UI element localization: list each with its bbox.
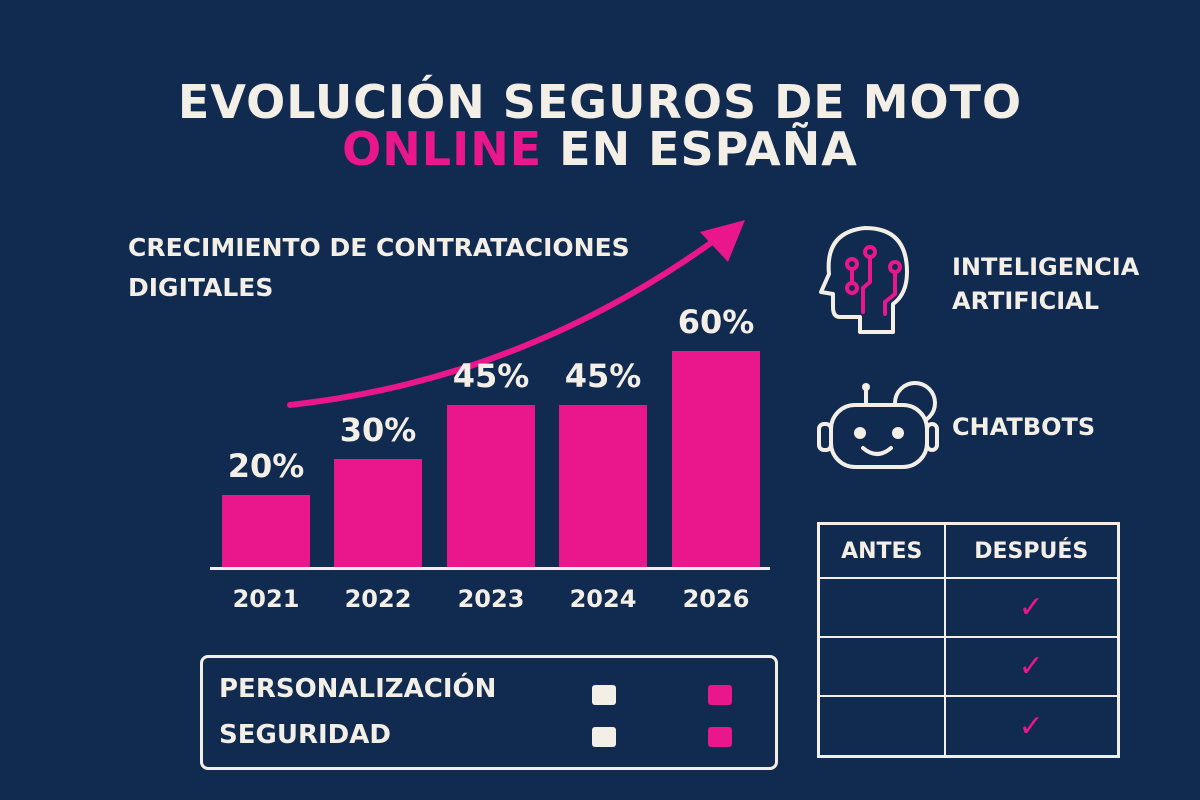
bar-2023 [447,405,535,567]
legend-swatch-before [592,685,616,705]
data-label: 20% [227,447,305,485]
robot-icon [817,381,939,469]
legend-row-seguridad: SEGURIDAD [219,720,391,750]
brain-circuit-icon [819,226,909,334]
bar-2026 [672,351,760,567]
check-icon: ✓ [943,695,1120,758]
feature-ai-line1: INTELIGENCIA [952,253,1140,281]
check-icon: ✓ [943,636,1120,698]
legend-row-personalizacion: PERSONALIZACIÓN [219,674,497,704]
x-tick-label: 2024 [569,585,637,613]
cell-antes [817,695,946,758]
header-despues: DESPUÉS [943,522,1120,579]
title-line-1: EVOLUCIÓN SEGUROS DE MOTO [177,75,1023,129]
x-axis-line [210,567,770,570]
bar-2022 [334,459,422,567]
table-row: ✓ [817,576,1120,639]
x-tick-label: 2026 [682,585,750,613]
data-label: 45% [564,357,642,395]
header-antes: ANTES [817,522,946,579]
feature-chatbots-label: CHATBOTS [952,413,1096,441]
chart-title: CRECIMIENTO DE CONTRATACIONES DIGITALES [128,233,630,302]
cell-antes [817,576,946,639]
cell-antes [817,636,946,698]
x-tick-label: 2023 [457,585,525,613]
title-highlight: ONLINE [342,122,543,176]
legend-box: PERSONALIZACIÓN SEGURIDAD [200,655,778,770]
comparison-table: ANTES DESPUÉS ✓ ✓ ✓ [817,522,1120,758]
x-tick-label: 2022 [344,585,412,613]
check-icon: ✓ [943,576,1120,639]
title-rest: EN ESPAÑA [559,122,858,176]
table-row: ✓ [817,636,1120,698]
legend-swatch-after [708,685,732,705]
bar-2021 [222,495,310,567]
data-label: 30% [339,411,417,449]
trend-arrow-head [700,220,745,262]
trend-arrow-curve [287,237,718,408]
bar-2024 [559,405,647,567]
x-tick-label: 2021 [232,585,300,613]
title-line-2: ONLINE EN ESPAÑA [0,122,1200,176]
legend-swatch-after [708,727,732,747]
table-header-row: ANTES DESPUÉS [817,522,1120,579]
feature-ai-line2: ARTIFICIAL [952,287,1100,315]
legend-swatch-before [592,727,616,747]
data-label: 60% [677,303,755,341]
data-label: 45% [452,357,530,395]
feature-ai-label: INTELIGENCIA ARTIFICIAL [952,250,1139,318]
table-row: ✓ [817,695,1120,758]
